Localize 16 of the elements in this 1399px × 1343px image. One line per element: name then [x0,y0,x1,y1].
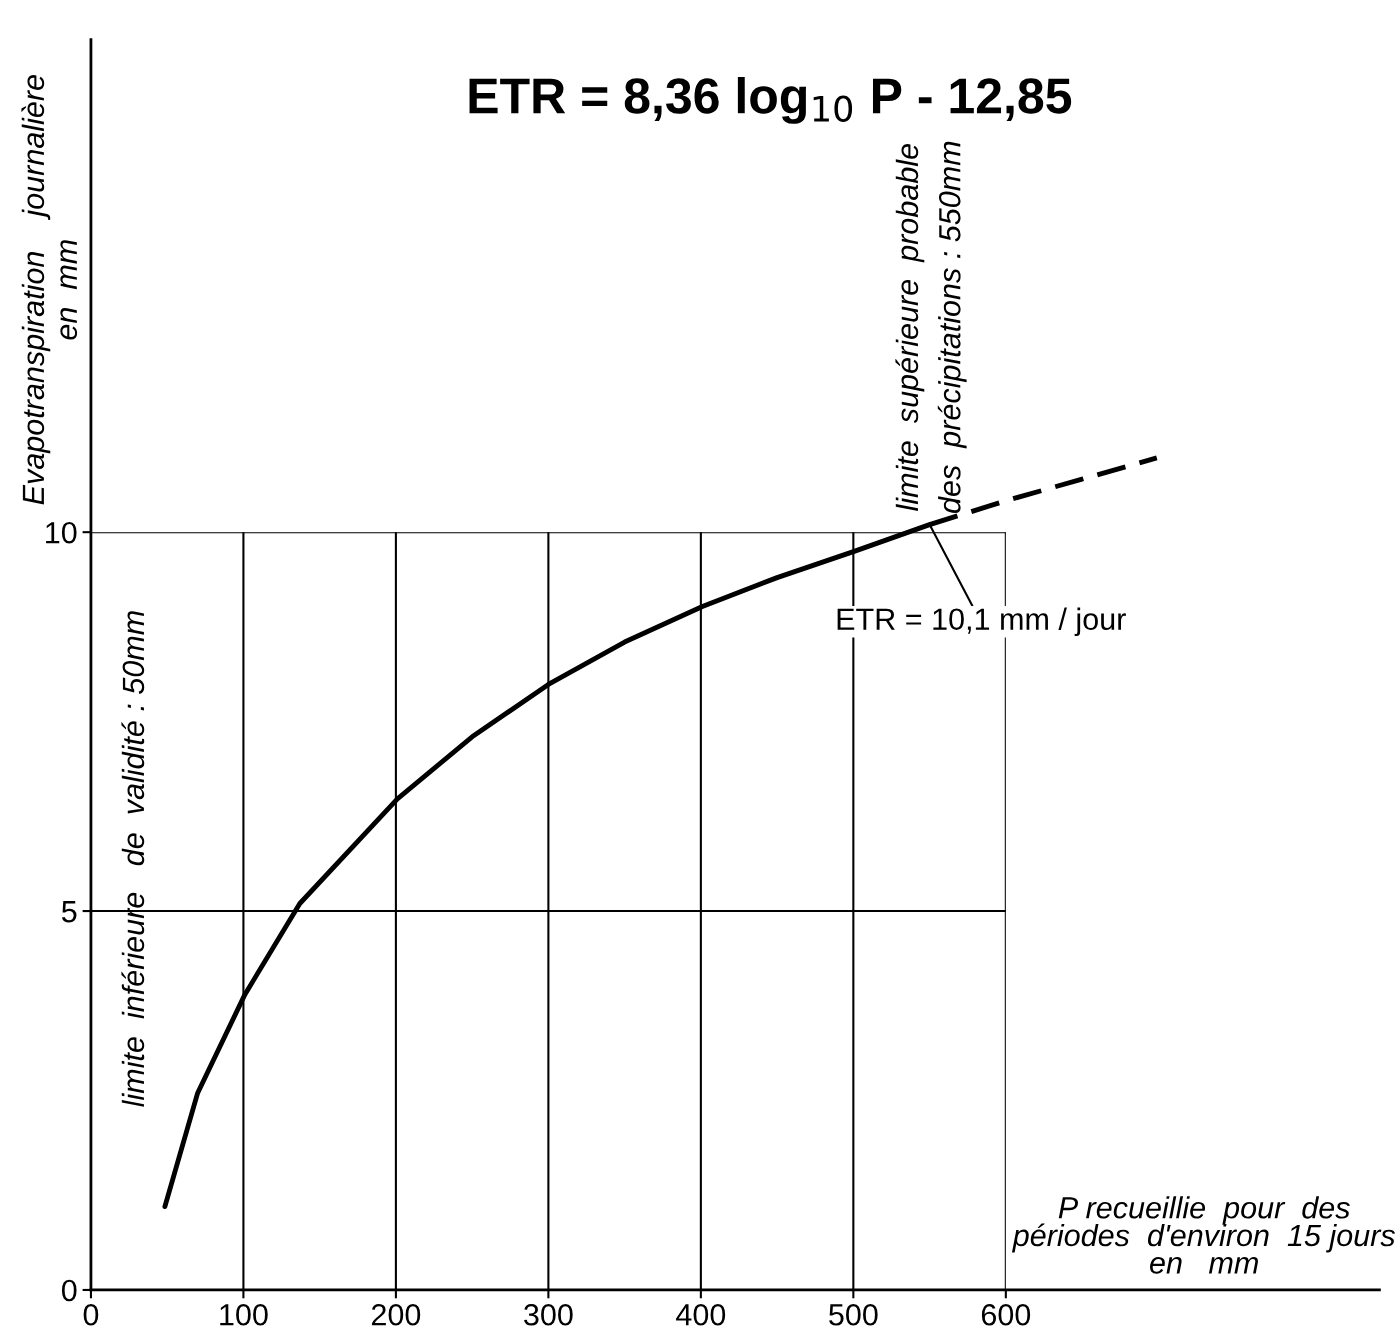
y-tick-label: 5 [61,901,77,923]
y-tick-label: 0 [61,1279,77,1302]
annotation: limite supérieure probable des précipitations : 550mm [895,141,967,513]
x-tick-label: 400 [676,1303,726,1326]
x-tick-label: 0 [83,1303,99,1326]
y-axis-title: Evapotranspiration journalière en mm [21,75,78,505]
x-tick-label: 200 [371,1303,421,1326]
x-tick-label: 600 [981,1303,1031,1326]
x-tick-label: 300 [524,1303,573,1326]
annotation: ETR = 10,1 mm / jour [837,607,1126,637]
y-tick-label: 10 [46,521,77,544]
annotation: limite inférieure de validité : 50mm [121,611,145,1107]
x-tick-label: 500 [829,1303,878,1326]
x-tick-label: 100 [220,1303,268,1326]
x-axis-title: P recueillie pour des périodes d'environ 15 jours en mm [1011,1196,1396,1274]
text: ETR = 8,36 log$_{10}$ P - 12,85 [469,76,1072,124]
